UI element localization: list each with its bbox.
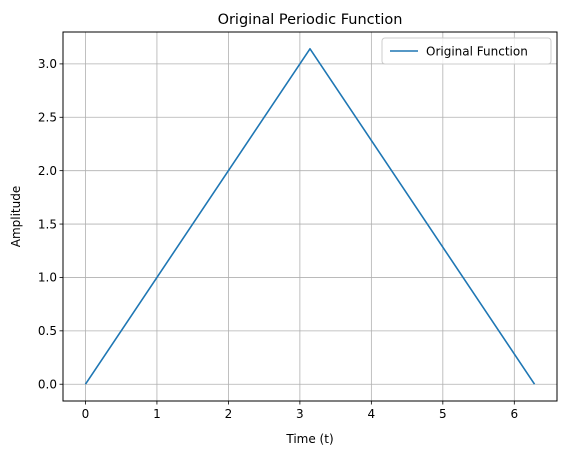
legend-label: Original Function	[426, 44, 528, 58]
y-tick-label: 1.5	[38, 217, 57, 231]
y-tick-label: 0.5	[38, 324, 57, 338]
x-tick-label: 2	[225, 407, 233, 421]
x-tick-label: 4	[368, 407, 376, 421]
x-tick-label: 1	[153, 407, 161, 421]
x-tick-label: 5	[439, 407, 447, 421]
y-tick-label: 1.0	[38, 271, 57, 285]
y-tick-label: 3.0	[38, 57, 57, 71]
y-axis-label: Amplitude	[9, 186, 23, 248]
x-tick-label: 3	[296, 407, 304, 421]
chart-title: Original Periodic Function	[218, 12, 403, 28]
x-axis-label: Time (t)	[285, 432, 333, 446]
y-tick-label: 2.0	[38, 164, 57, 178]
y-tick-label: 0.0	[38, 378, 57, 392]
legend: Original Function	[381, 37, 552, 65]
plot-area-frame	[62, 31, 558, 402]
y-tick-label: 2.5	[38, 111, 57, 125]
series-line-original-function	[84, 47, 536, 385]
series-layer	[84, 47, 536, 385]
axis-ticks: 0 1 2 3 4 5 6 0.0 0.5 1.0 1.5 2.0 2.5 3.0	[38, 57, 518, 421]
x-tick-label: 0	[82, 407, 90, 421]
x-tick-label: 6	[510, 407, 518, 421]
legend-box	[381, 37, 552, 65]
